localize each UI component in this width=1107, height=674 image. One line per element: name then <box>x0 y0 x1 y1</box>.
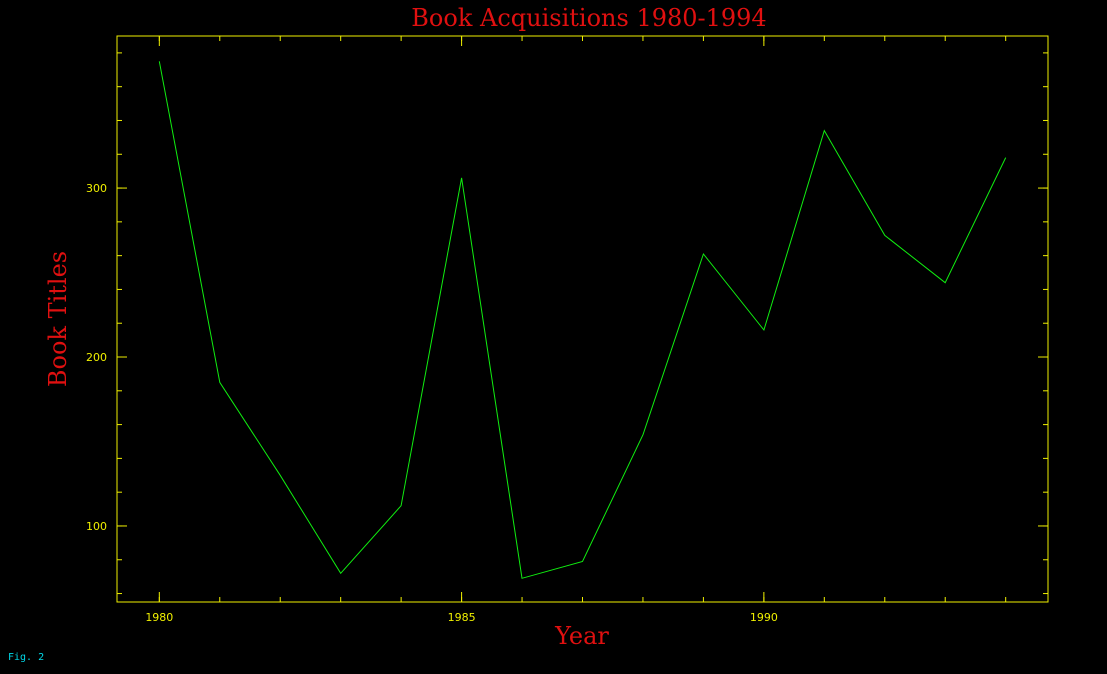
x-tick-label: 1980 <box>145 611 173 624</box>
y-axis-title: Book Titles <box>44 251 72 387</box>
y-tick-label: 200 <box>86 351 107 364</box>
x-major-ticks <box>158 36 765 602</box>
x-tick-labels: 1980 1985 1990 <box>145 611 778 624</box>
y-tick-labels: 100 200 300 <box>86 182 107 533</box>
y-tick-label: 300 <box>86 182 107 195</box>
series-line <box>158 61 1007 579</box>
chart-title: Book Acquisitions 1980-1994 <box>411 4 766 32</box>
plot-frame <box>116 35 1049 603</box>
y-tick-label: 100 <box>86 520 107 533</box>
x-axis-title: Year <box>554 622 609 650</box>
x-tick-label: 1985 <box>448 611 476 624</box>
minor-ticks <box>117 36 1048 602</box>
figure-label: Fig. 2 <box>8 652 44 663</box>
series-group <box>158 61 1007 579</box>
x-tick-label: 1990 <box>750 611 778 624</box>
y-major-ticks <box>117 187 1048 527</box>
